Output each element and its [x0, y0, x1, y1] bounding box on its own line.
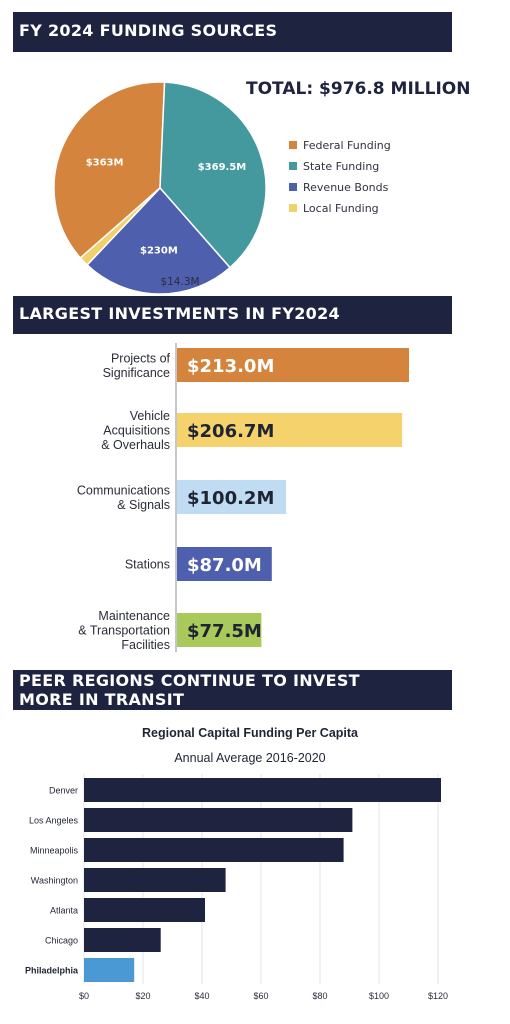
- pie-value-label-federal-funding: $363M: [86, 157, 124, 168]
- peer-chart-subtitle: Annual Average 2016-2020: [174, 751, 325, 765]
- peer-bar-denver: [84, 778, 441, 802]
- investment-category-label-vehicle-acquisitions-overhauls: Vehicle: [130, 409, 170, 423]
- investment-bar-stations: [177, 547, 272, 581]
- peer-category-label-chicago: Chicago: [45, 936, 78, 946]
- pie-value-label-revenue-bonds: $230M: [140, 246, 178, 257]
- investment-bar-communications-signals: [177, 480, 287, 514]
- peer-category-label-denver: Denver: [49, 786, 78, 796]
- peer-category-label-philadelphia: Philadelphia: [25, 966, 79, 976]
- pie-slice-revenue-bonds: [86, 186, 232, 295]
- peer-x-tick-label: $0: [79, 991, 89, 1001]
- peer-bar-washington: [84, 868, 226, 892]
- investment-category-label-vehicle-acquisitions-overhauls: Acquisitions: [103, 424, 170, 438]
- largest-investments-title: LARGEST INVESTMENTS IN FY2024: [19, 304, 340, 323]
- legend-label-state-funding: State Funding: [303, 160, 379, 173]
- pie-value-label-state-funding: $369.5M: [198, 162, 247, 173]
- peer-category-label-washington: Washington: [31, 876, 78, 886]
- investment-bar-projects-of-significance: [177, 348, 409, 382]
- investment-category-label-projects-of-significance: Significance: [103, 366, 170, 380]
- legend-swatch-revenue-bonds: [289, 183, 297, 191]
- peer-category-label-minneapolis: Minneapolis: [30, 846, 79, 856]
- pie-slice-local-funding: [79, 187, 161, 267]
- peer-regions-banner: PEER REGIONS CONTINUE TO INVEST MORE IN …: [13, 670, 452, 710]
- investment-category-label-maintenance-transportation-facilities: Maintenance: [98, 609, 170, 623]
- investment-value-label-maintenance-transportation-facilities: $77.5M: [187, 621, 262, 642]
- investment-value-label-communications-signals: $100.2M: [187, 488, 274, 509]
- pie-value-label-local-funding: $14.3M: [160, 276, 199, 288]
- investment-category-label-maintenance-transportation-facilities: & Transportation: [78, 624, 170, 638]
- investment-value-label-stations: $87.0M: [187, 555, 262, 576]
- funding-sources-banner: FY 2024 FUNDING SOURCES: [13, 12, 452, 52]
- peer-category-label-los-angeles: Los Angeles: [29, 816, 79, 826]
- funding-sources-title: FY 2024 FUNDING SOURCES: [19, 21, 278, 40]
- peer-bar-los-angeles: [84, 808, 353, 832]
- peer-x-tick-label: $20: [135, 991, 150, 1001]
- peer-category-label-atlanta: Atlanta: [50, 906, 78, 916]
- peer-bar-minneapolis: [84, 838, 344, 862]
- investment-category-label-maintenance-transportation-facilities: Facilities: [121, 638, 170, 652]
- peer-x-tick-label: $120: [428, 991, 448, 1001]
- investment-value-label-projects-of-significance: $213.0M: [187, 356, 274, 377]
- pie-slice-state-funding: [159, 81, 267, 269]
- legend-label-federal-funding: Federal Funding: [303, 139, 391, 152]
- investment-category-label-communications-signals: Communications: [77, 483, 170, 497]
- investment-bar-maintenance-transportation-facilities: [177, 613, 262, 647]
- peer-x-tick-label: $40: [194, 991, 209, 1001]
- peer-bar-chicago: [84, 928, 161, 952]
- investment-category-label-stations: Stations: [125, 558, 170, 572]
- peer-regions-title: PEER REGIONS CONTINUE TO INVEST MORE IN …: [19, 671, 360, 709]
- largest-investments-banner: LARGEST INVESTMENTS IN FY2024: [13, 296, 452, 334]
- legend-swatch-local-funding: [289, 204, 297, 212]
- investment-value-label-vehicle-acquisitions-overhauls: $206.7M: [187, 421, 274, 442]
- legend-label-local-funding: Local Funding: [303, 202, 379, 215]
- legend-swatch-state-funding: [289, 162, 297, 170]
- legend-label-revenue-bonds: Revenue Bonds: [303, 181, 389, 194]
- investment-bar-vehicle-acquisitions-overhauls: [177, 413, 403, 447]
- peer-x-tick-label: $80: [312, 991, 327, 1001]
- investment-category-label-projects-of-significance: Projects of: [111, 351, 171, 365]
- peer-x-tick-label: $60: [253, 991, 268, 1001]
- peer-chart-title: Regional Capital Funding Per Capita: [142, 726, 359, 740]
- funding-total: TOTAL: $976.8 MILLION: [246, 79, 470, 99]
- peer-bar-atlanta: [84, 898, 205, 922]
- investment-category-label-communications-signals: & Signals: [117, 498, 170, 512]
- peer-bar-philadelphia: [84, 958, 135, 982]
- legend-swatch-federal-funding: [289, 141, 297, 149]
- pie-slice-federal-funding: [53, 81, 166, 260]
- peer-x-tick-label: $100: [369, 991, 389, 1001]
- investment-category-label-vehicle-acquisitions-overhauls: & Overhauls: [101, 438, 170, 452]
